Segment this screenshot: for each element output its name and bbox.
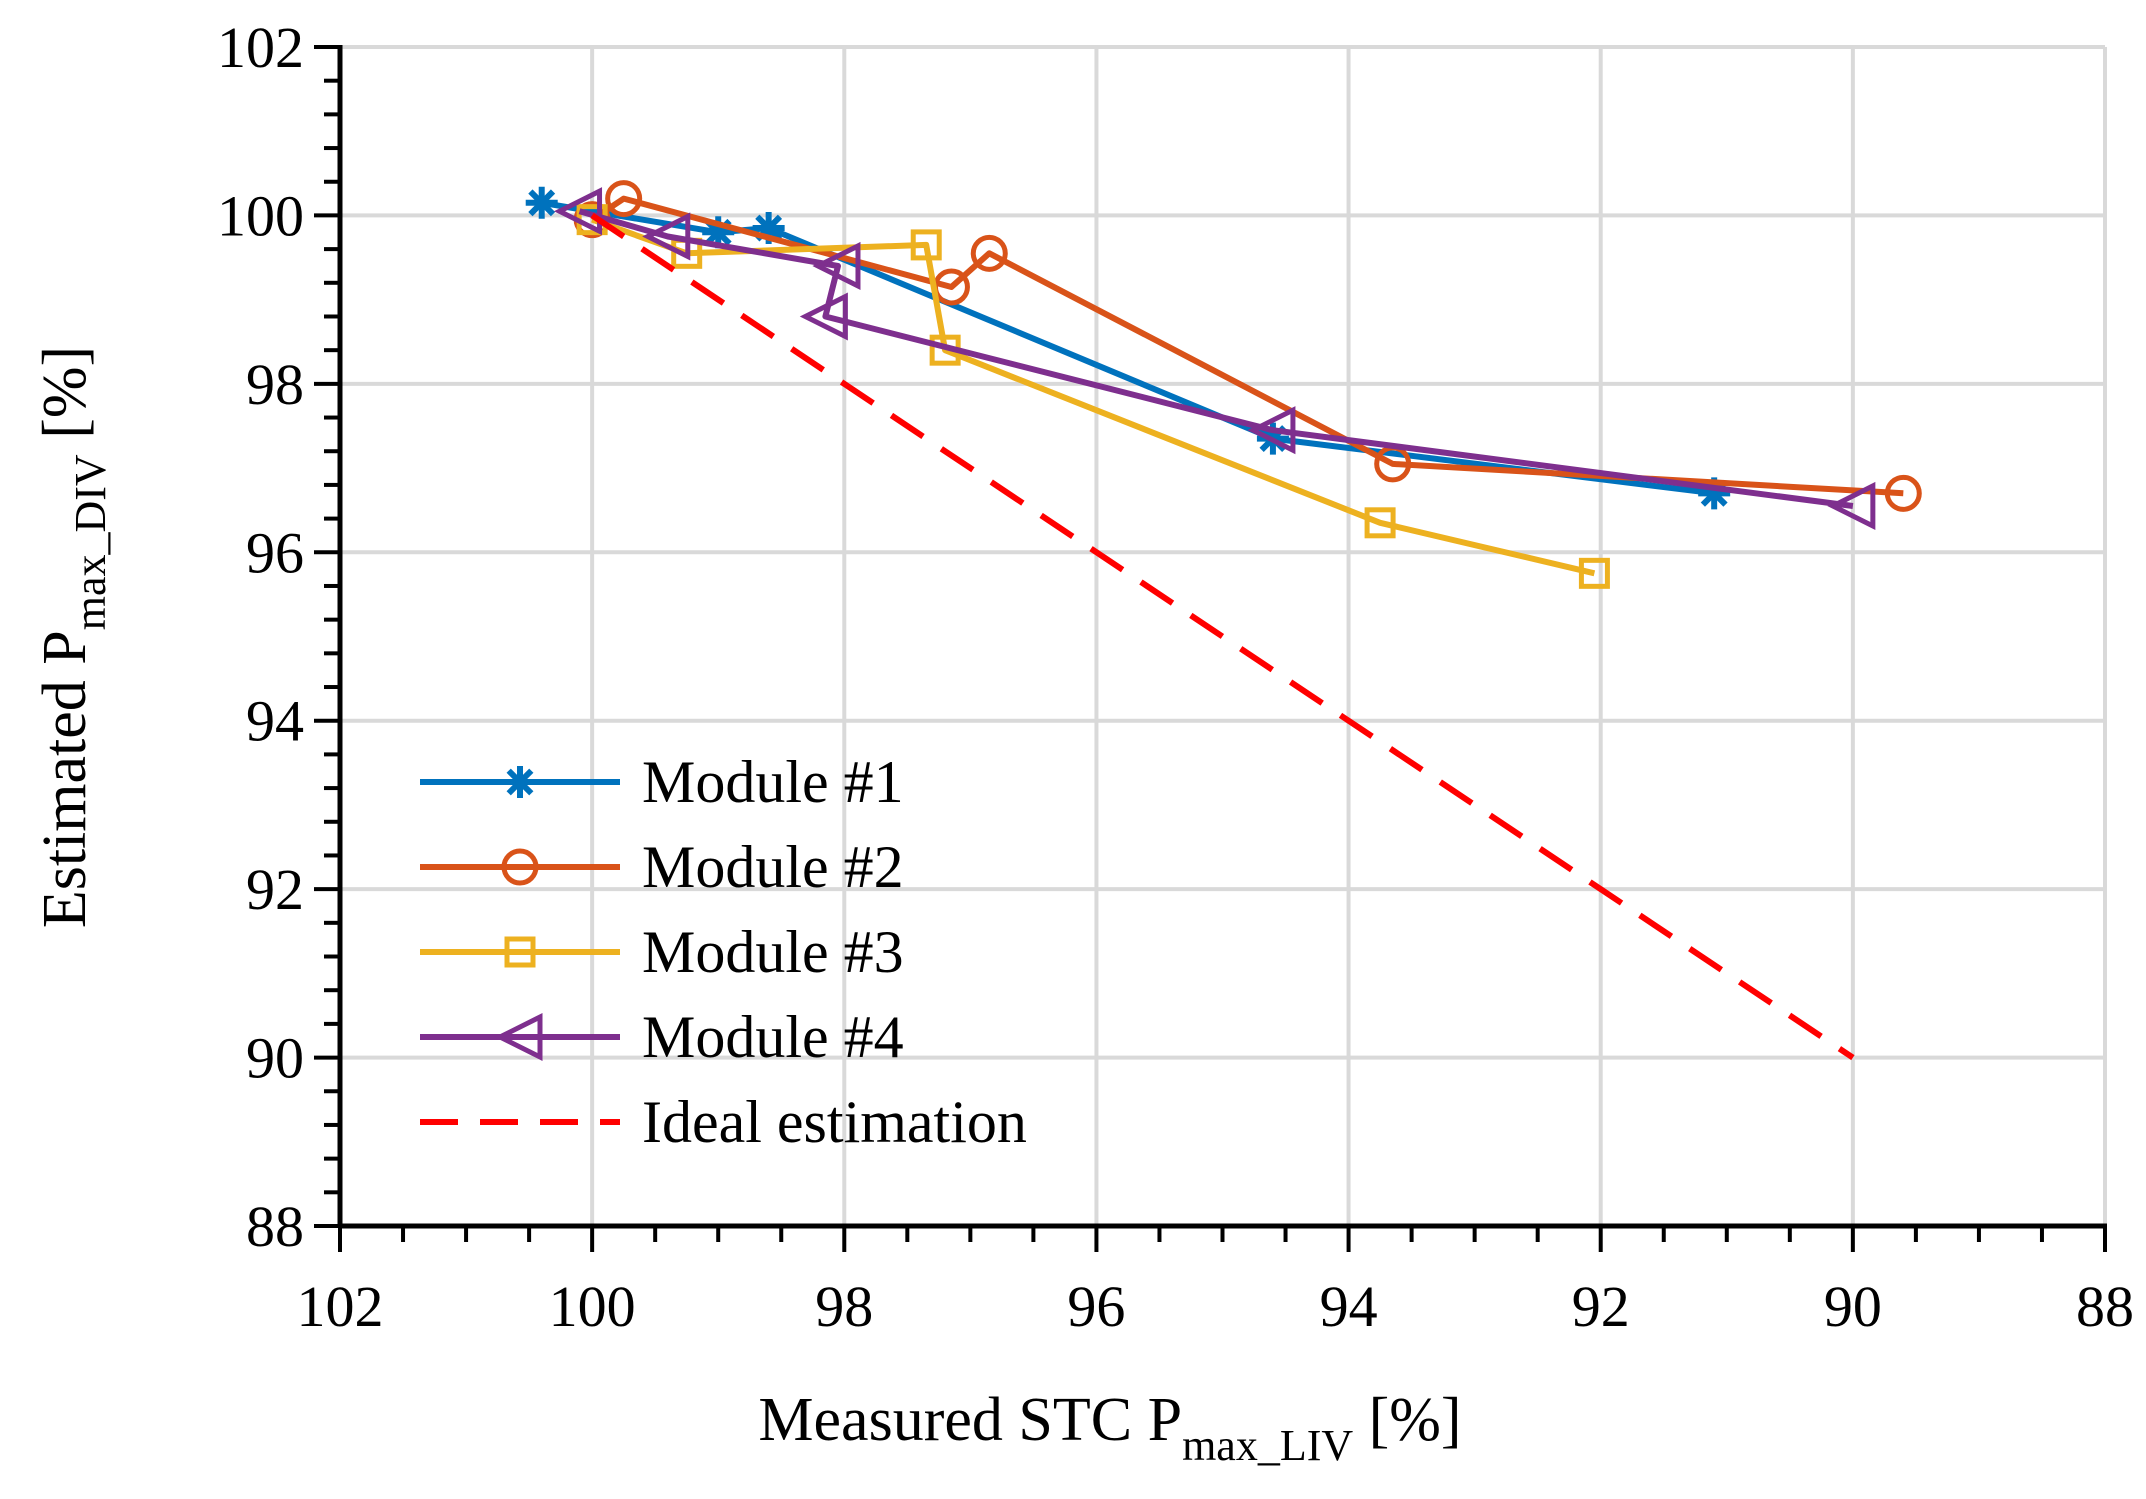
data-point-3 — [1364, 507, 1396, 539]
y-axis-title-sub: max_DIV — [66, 454, 115, 630]
data-point-2 — [605, 180, 643, 218]
legend-label-1: Module #1 — [642, 749, 904, 815]
x-tick-label: 98 — [815, 1274, 873, 1339]
legend-layer: Module #1 Module #2 Module #3 Module #4 Idea… — [420, 749, 1027, 1155]
data-point-1 — [525, 186, 558, 219]
y-tick-label: 98 — [246, 352, 304, 417]
data-point-4 — [1247, 406, 1296, 455]
y-axis-title-unit: [%] — [31, 346, 99, 454]
data-point-2 — [1884, 474, 1922, 512]
y-tick-label: 88 — [246, 1194, 304, 1259]
data-point-2 — [970, 234, 1008, 272]
legend-label-4: Module #4 — [642, 1004, 904, 1070]
data-point-4 — [1827, 481, 1876, 531]
data-point-3 — [1578, 557, 1610, 589]
y-axis-title: Estimated Pmax_DIV [%] — [31, 346, 115, 928]
series-line-5 — [590, 212, 1855, 1061]
legend-marker-3 — [504, 936, 536, 968]
data-point-4 — [642, 212, 691, 261]
data-point-4 — [799, 292, 848, 341]
series-line-2 — [590, 195, 1904, 497]
data-point-4 — [553, 187, 603, 236]
legend-marker-1 — [504, 766, 536, 798]
legend-marker-1-stroke — [506, 768, 534, 796]
x-axis-title: Measured STC Pmax_LIV [%] — [758, 1386, 1461, 1470]
x-axis-title-sub: max_LIV — [1182, 1421, 1353, 1470]
x-tick-label: 88 — [2076, 1274, 2134, 1339]
data-point-3 — [910, 229, 942, 261]
x-tick-label: 100 — [549, 1274, 636, 1339]
x-tick-label: 94 — [1320, 1274, 1378, 1339]
legend-marker-4 — [494, 1012, 543, 1062]
y-tick-label: 102 — [217, 15, 304, 80]
grid-layer — [338, 45, 2107, 1228]
legend-label-5: Ideal estimation — [642, 1089, 1027, 1155]
legend-label-2: Module #2 — [642, 834, 904, 900]
series-line-4 — [578, 208, 1854, 509]
y-tick-label: 100 — [217, 183, 304, 248]
data-point-1-stroke — [528, 189, 556, 217]
y-tick-label: 94 — [246, 689, 304, 754]
series-layer — [525, 180, 1922, 1061]
y-axis-title-main: Estimated P — [31, 630, 99, 928]
axes-layer: 102 100 98 96 94 92 90 88 88 90 92 94 96 98 100 102 — [217, 15, 2134, 1339]
x-tick-label: 102 — [297, 1274, 384, 1339]
x-tick-label: 92 — [1572, 1274, 1630, 1339]
x-tick-label: 96 — [1067, 1274, 1125, 1339]
x-axis-title-unit: [%] — [1353, 1386, 1461, 1454]
y-tick-label: 90 — [246, 1026, 304, 1091]
y-tick-label: 96 — [246, 520, 304, 585]
data-point-4 — [812, 241, 861, 291]
x-axis-title-main: Measured STC P — [758, 1386, 1182, 1454]
x-tick-label: 90 — [1824, 1274, 1882, 1339]
series-line-3 — [591, 216, 1596, 577]
legend-marker-2 — [501, 848, 539, 886]
legend-label-3: Module #3 — [642, 919, 904, 985]
y-tick-label: 92 — [246, 857, 304, 922]
